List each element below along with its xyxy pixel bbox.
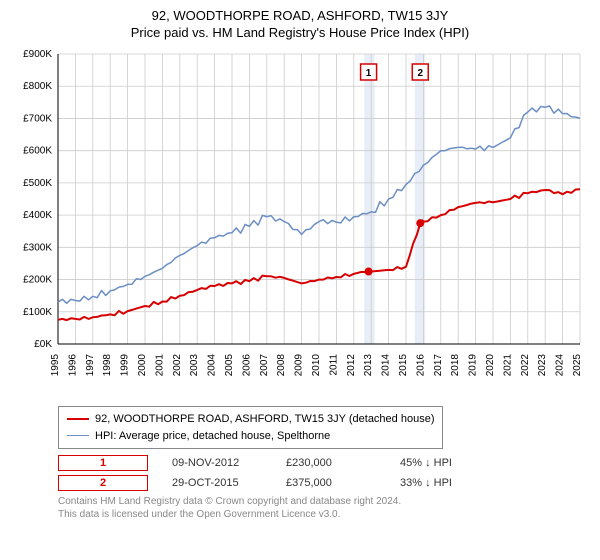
sales-table: 1 09-NOV-2012 £230,000 45% ↓ HPI 2 29-OCT-201… [10,455,590,491]
svg-text:2004: 2004 [207,354,218,377]
sale-row: 1 09-NOV-2012 £230,000 45% ↓ HPI [58,455,590,471]
sale-price: £375,000 [286,477,376,489]
svg-text:2020: 2020 [485,354,496,377]
svg-text:2025: 2025 [572,354,583,377]
svg-text:2012: 2012 [346,354,357,377]
footer-line-2: This data is licensed under the Open Gov… [58,508,590,521]
svg-text:2015: 2015 [398,354,409,377]
svg-text:1998: 1998 [102,354,113,377]
footer-line-1: Contains HM Land Registry data © Crown c… [58,495,590,508]
chart-container: 92, WOODTHORPE ROAD, ASHFORD, TW15 3JY P… [0,0,600,560]
svg-text:£100K: £100K [23,307,52,318]
legend-label: HPI: Average price, detached house, Spel… [95,428,330,445]
line-chart-svg: £0K £100K £200K £300K £400K £500K £600K £700K £8… [10,48,590,398]
svg-text:£800K: £800K [23,81,52,92]
svg-text:£600K: £600K [23,146,52,157]
svg-text:2016: 2016 [415,354,426,377]
svg-text:£400K: £400K [23,210,52,221]
sale-pct: 33% ↓ HPI [400,477,460,489]
svg-text:2011: 2011 [328,354,339,376]
svg-text:2019: 2019 [468,354,479,377]
svg-text:1996: 1996 [67,354,78,377]
legend: 92, WOODTHORPE ROAD, ASHFORD, TW15 3JY (… [58,406,443,449]
legend-row: 92, WOODTHORPE ROAD, ASHFORD, TW15 3JY (… [67,411,434,428]
footer-attribution: Contains HM Land Registry data © Crown c… [58,495,590,521]
svg-text:2023: 2023 [537,354,548,377]
svg-text:2014: 2014 [381,354,392,377]
svg-text:£900K: £900K [23,49,52,60]
svg-text:2009: 2009 [294,354,305,377]
svg-text:£0K: £0K [34,339,52,350]
sale-price: £230,000 [286,457,376,469]
svg-text:2006: 2006 [241,354,252,377]
svg-text:2003: 2003 [189,354,200,377]
chart-title: 92, WOODTHORPE ROAD, ASHFORD, TW15 3JY [10,8,590,23]
svg-text:2008: 2008 [276,354,287,377]
svg-text:2017: 2017 [433,354,444,377]
svg-text:2022: 2022 [520,354,531,377]
chart-subtitle: Price paid vs. HM Land Registry's House … [10,25,590,40]
svg-text:1: 1 [366,68,372,79]
legend-swatch [67,418,89,420]
sale-date: 09-NOV-2012 [172,457,262,469]
svg-text:£200K: £200K [23,275,52,286]
sale-row: 2 29-OCT-2015 £375,000 33% ↓ HPI [58,475,590,491]
sale-date: 29-OCT-2015 [172,477,262,489]
svg-text:2002: 2002 [172,354,183,377]
legend-swatch [67,435,89,436]
svg-text:2018: 2018 [450,354,461,377]
legend-label: 92, WOODTHORPE ROAD, ASHFORD, TW15 3JY (… [95,411,434,428]
svg-text:2007: 2007 [259,354,270,377]
svg-text:2024: 2024 [555,354,566,377]
svg-text:1999: 1999 [120,354,131,377]
svg-text:2: 2 [417,68,423,79]
svg-text:2000: 2000 [137,354,148,377]
sale-badge: 2 [58,475,148,491]
svg-text:1995: 1995 [50,354,61,377]
svg-text:2010: 2010 [311,354,322,377]
sale-pct: 45% ↓ HPI [400,457,460,469]
legend-row: HPI: Average price, detached house, Spel… [67,428,434,445]
svg-text:£500K: £500K [23,178,52,189]
svg-text:£300K: £300K [23,242,52,253]
svg-text:2021: 2021 [502,354,513,377]
svg-text:£700K: £700K [23,113,52,124]
svg-text:2013: 2013 [363,354,374,377]
svg-text:2005: 2005 [224,354,235,377]
svg-text:1997: 1997 [85,354,96,377]
chart-area: £0K £100K £200K £300K £400K £500K £600K £700K £8… [10,48,590,398]
svg-text:2001: 2001 [154,354,165,377]
sale-badge: 1 [58,455,148,471]
